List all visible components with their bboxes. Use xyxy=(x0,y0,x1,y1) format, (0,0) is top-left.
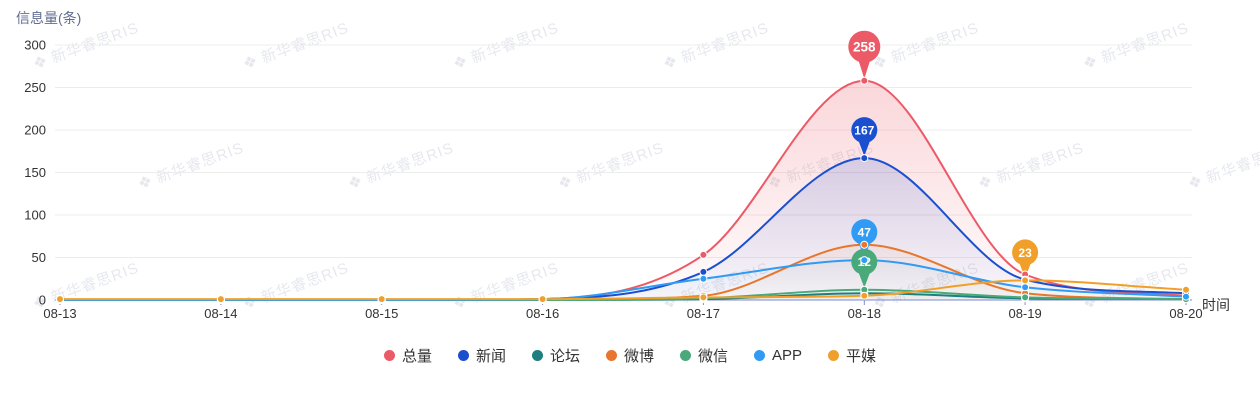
x-tick-label: 08-19 xyxy=(1008,306,1041,321)
legend: 总量 新闻 论坛 微博 微信 APP 平媒 xyxy=(0,345,1260,366)
data-point[interactable] xyxy=(377,295,386,304)
data-point[interactable] xyxy=(216,295,225,304)
legend-item-0[interactable]: 总量 xyxy=(383,345,432,366)
data-point[interactable] xyxy=(1021,283,1030,292)
legend-item-6[interactable]: 平媒 xyxy=(828,345,876,366)
y-axis-title: 信息量(条) xyxy=(16,10,82,26)
y-tick-label: 50 xyxy=(32,250,46,265)
series-line-6 xyxy=(60,279,1187,301)
data-point[interactable] xyxy=(860,240,869,249)
y-tick-label: 250 xyxy=(24,80,46,95)
legend-label: 论坛 xyxy=(549,348,580,365)
legend-marker-icon xyxy=(754,350,766,361)
legend-marker-icon xyxy=(828,350,840,361)
data-point[interactable] xyxy=(860,154,869,163)
legend-marker-icon xyxy=(383,350,395,361)
value-balloon: 167 xyxy=(851,117,878,157)
series-area-6 xyxy=(60,280,1186,300)
y-tick-label: 0 xyxy=(39,293,46,308)
data-point[interactable] xyxy=(699,293,708,302)
legend-marker-icon xyxy=(531,350,543,361)
legend-item-3[interactable]: 微博 xyxy=(605,345,654,366)
y-tick-label: 100 xyxy=(24,208,46,223)
legend-label: 新闻 xyxy=(475,348,506,365)
value-balloon: 258 xyxy=(848,30,881,79)
data-point[interactable] xyxy=(699,274,708,283)
data-point[interactable] xyxy=(56,295,64,304)
data-point[interactable] xyxy=(538,295,547,304)
svg-text:23: 23 xyxy=(1018,246,1032,260)
data-point[interactable] xyxy=(699,250,708,259)
legend-label: 微信 xyxy=(698,348,729,365)
data-point[interactable] xyxy=(1021,293,1030,302)
data-point[interactable] xyxy=(1021,276,1030,285)
y-tick-label: 200 xyxy=(24,123,46,138)
legend-item-2[interactable]: 论坛 xyxy=(531,345,580,366)
legend-item-4[interactable]: 微信 xyxy=(680,345,728,366)
value-balloon: 23 xyxy=(1012,239,1039,279)
legend-marker-icon xyxy=(457,350,469,361)
series-line-0 xyxy=(59,79,1187,302)
data-point[interactable] xyxy=(1182,285,1190,294)
data-point[interactable] xyxy=(1182,292,1190,301)
x-tick-label: 08-14 xyxy=(204,306,237,321)
legend-marker-icon xyxy=(605,350,617,361)
y-tick-label: 150 xyxy=(24,165,46,180)
x-tick-label: 08-13 xyxy=(43,306,76,321)
legend-item-1[interactable]: 新闻 xyxy=(457,345,506,366)
svg-text:167: 167 xyxy=(854,123,874,137)
svg-text:47: 47 xyxy=(858,225,872,239)
legend-label: 总量 xyxy=(401,348,432,365)
y-tick-label: 300 xyxy=(24,38,46,53)
x-tick-label: 08-20 xyxy=(1169,306,1202,321)
x-tick-label: 08-18 xyxy=(848,306,881,321)
x-axis-title: 时间 xyxy=(1202,297,1230,313)
legend-label: 微博 xyxy=(623,348,654,365)
legend-item-5[interactable]: APP xyxy=(754,347,802,364)
legend-label: APP xyxy=(772,347,803,364)
series-area-1 xyxy=(60,158,1186,300)
data-point[interactable] xyxy=(860,291,869,300)
legend-label: 平媒 xyxy=(846,348,877,365)
legend-marker-icon xyxy=(680,350,691,361)
x-tick-label: 08-17 xyxy=(687,306,720,321)
series-area-0 xyxy=(60,80,1186,300)
data-point[interactable] xyxy=(860,76,869,85)
data-point[interactable] xyxy=(699,267,708,276)
data-point[interactable] xyxy=(860,256,869,265)
svg-text:258: 258 xyxy=(853,40,876,55)
x-tick-label: 08-15 xyxy=(365,306,398,321)
x-tick-label: 08-16 xyxy=(526,306,559,321)
